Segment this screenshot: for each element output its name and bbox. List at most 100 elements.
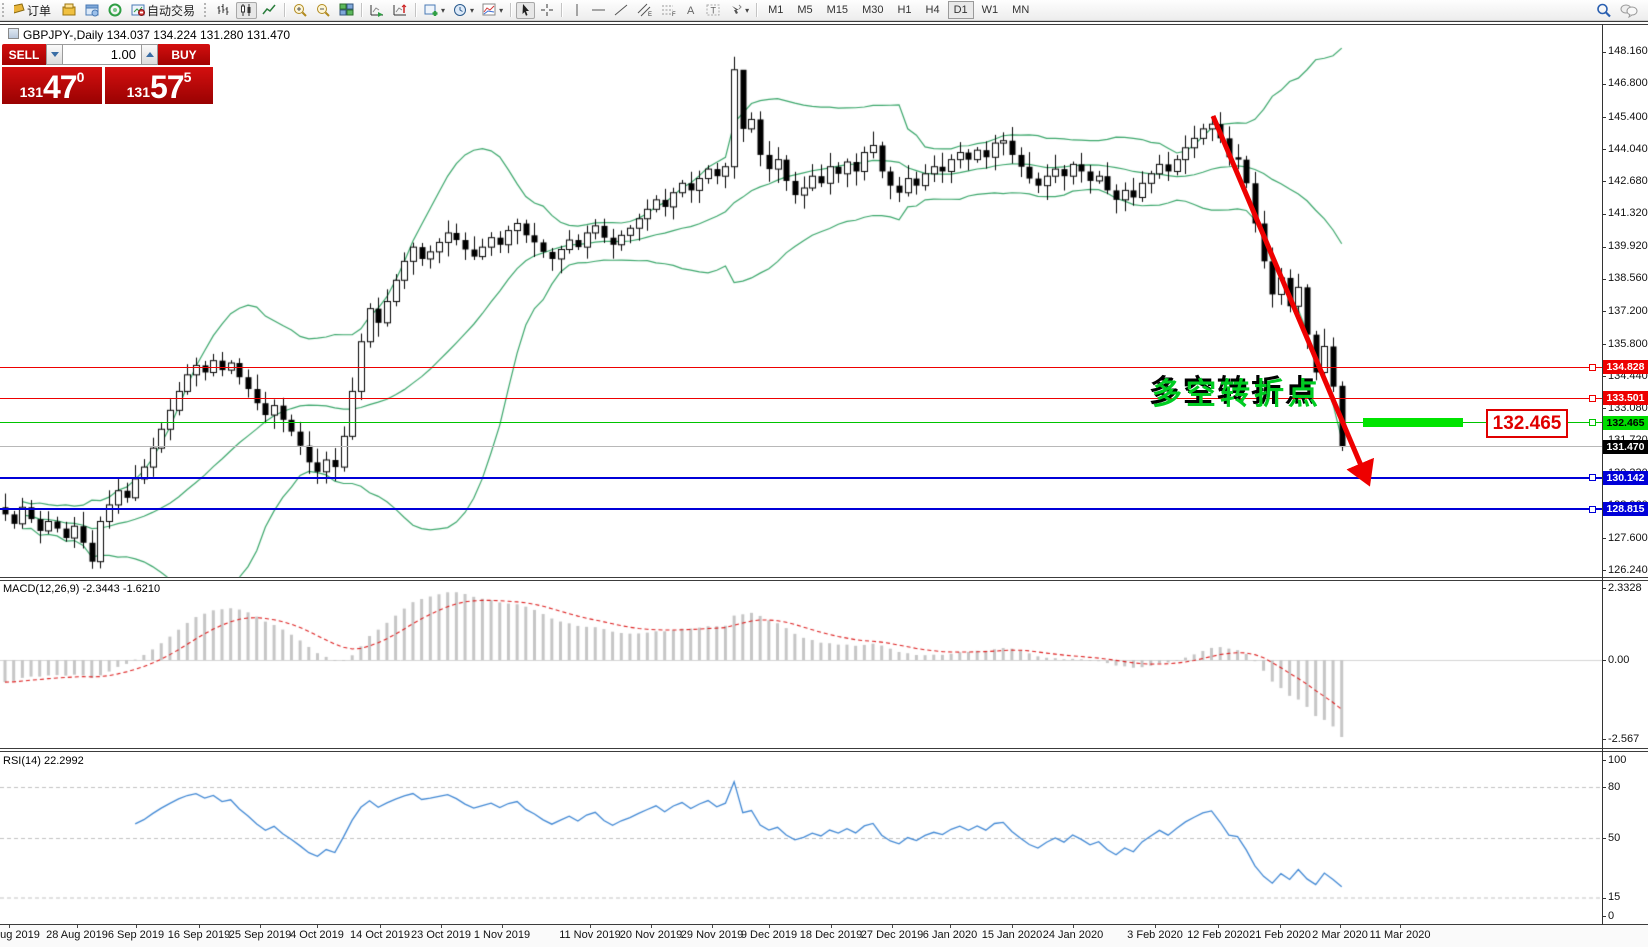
price-tick-label: 126.240 [1608,563,1648,576]
date-label: 16 Sep 2019 [167,929,231,941]
price-tag-128.815: 128.815 [1603,502,1648,517]
price-tick-label: 137.200 [1608,304,1648,317]
rsi-tick-label: 100 [1608,753,1627,766]
date-tick [769,925,770,928]
price-tick-label: 141.320 [1608,207,1648,220]
rsi-indicator-label: RSI(14) 22.2992 [3,755,84,767]
price-tag-131.470: 131.470 [1603,439,1648,454]
date-tick [1400,925,1401,928]
date-tick [651,925,652,928]
volume-input[interactable]: 1.00 [63,44,141,65]
price-tick [1602,278,1606,280]
date-label: 11 Mar 2020 [1369,929,1431,941]
sell-button[interactable]: SELL [2,44,46,65]
price-tick [1602,376,1606,378]
up-arrow-icon [145,52,154,57]
volume-increase-button[interactable] [141,44,158,65]
macd-tick-label: -2.567 [1608,732,1640,745]
down-arrow-icon [50,52,59,57]
level-line-128.815[interactable] [0,508,1602,511]
level-line-134.828[interactable] [0,366,1602,368]
level-line-130.142[interactable] [0,476,1602,479]
price-tag-130.142: 130.142 [1603,470,1648,485]
level-line-handle[interactable] [1589,363,1596,371]
rsi-tick [1602,787,1606,788]
price-tick [1602,570,1606,572]
price-tick [1602,117,1606,119]
price-axis-line [1602,24,1603,925]
level-line-handle[interactable] [1589,505,1596,513]
date-tick [136,925,137,928]
date-tick [1012,925,1013,928]
sell-price-button[interactable]: 131 47 0 [2,67,102,104]
buy-price-prefix: 131 [126,84,150,100]
date-label: 2 Mar 2020 [1312,929,1368,941]
date-label: 21 Feb 2020 [1249,929,1311,941]
date-tick [1340,925,1341,928]
level-line-handle[interactable] [1589,394,1596,402]
level-line-handle[interactable] [1589,474,1596,482]
price-flag-label[interactable]: 132.465 [1486,409,1568,438]
date-label: 20 Nov 2019 [619,929,683,941]
sell-price-pip: 0 [76,69,85,85]
level-line-handle[interactable] [1589,419,1596,427]
date-label: 28 Aug 2019 [46,929,108,941]
price-tick-label: 142.680 [1608,174,1648,187]
date-tick [317,925,318,928]
date-label: 6 Sep 2019 [107,929,165,941]
date-label: 11 Nov 2019 [559,929,621,941]
price-tick-label: 146.800 [1608,77,1648,90]
rsi-tick [1602,838,1606,839]
level-line-132.465[interactable] [0,422,1602,424]
one-click-trading-panel: SELL 1.00 BUY 131 47 0 131 57 5 [2,44,216,104]
volume-decrease-button[interactable] [46,44,63,65]
price-tick-label: 127.600 [1608,531,1648,544]
macd-tick-label: 0.00 [1608,653,1630,666]
price-tick [1602,538,1606,540]
date-tick [502,925,503,928]
date-label: 25 Sep 2019 [228,929,292,941]
date-tick [1073,925,1074,928]
price-tick [1602,344,1606,346]
sell-price-prefix: 131 [19,84,43,100]
buy-button[interactable]: BUY [158,44,210,65]
date-label: 12 Feb 2020 [1187,929,1249,941]
rsi-tick-label: 0 [1608,909,1615,922]
date-label: 29 Nov 2019 [680,929,744,941]
sell-price-big: 47 [42,69,78,105]
price-tick [1602,246,1606,248]
date-label: 4 Oct 2019 [290,929,344,941]
date-label: 9 Dec 2019 [740,929,798,941]
date-tick [892,925,893,928]
price-tick-label: 148.160 [1608,45,1648,58]
price-tick-label: 139.920 [1608,240,1648,253]
level-line-131.470[interactable] [0,446,1602,447]
macd-tick [1602,739,1606,741]
buy-price-big: 57 [149,69,185,105]
date-label: 23 Oct 2019 [411,929,471,941]
date-label: 27 Dec 2019 [860,929,924,941]
date-tick [199,925,200,928]
date-label: 19 Aug 2019 [0,929,40,941]
date-tick [831,925,832,928]
price-tag-133.501: 133.501 [1603,391,1648,406]
price-tick-label: 145.400 [1608,110,1648,123]
date-label: 24 Jan 2020 [1042,929,1104,941]
price-tick [1602,149,1606,151]
price-tick [1602,181,1606,183]
date-label: 3 Feb 2020 [1127,929,1183,941]
turning-point-annotation[interactable]: 多空转折点 [1152,378,1322,411]
buy-price-button[interactable]: 131 57 5 [105,67,213,104]
green-highlight-zone[interactable] [1363,417,1463,427]
date-tick [950,925,951,928]
date-label: 6 Jan 2020 [922,929,978,941]
date-tick [77,925,78,928]
price-tick [1602,408,1606,410]
date-tick [260,925,261,928]
level-line-133.501[interactable] [0,397,1602,399]
date-tick [1155,925,1156,928]
